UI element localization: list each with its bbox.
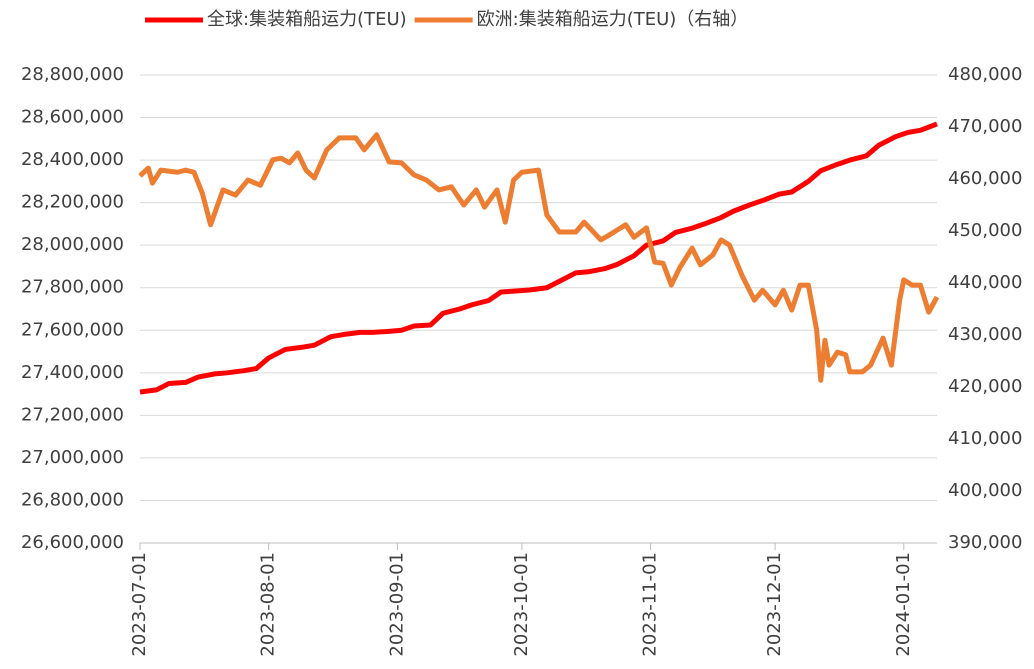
y-tick-label: 27,800,000 — [21, 277, 124, 298]
y2-tick-label: 440,000 — [948, 272, 1022, 293]
x-tick-label: 2023-12-01 — [764, 552, 785, 657]
x-tick-label: 2023-09-01 — [386, 552, 407, 657]
y-tick-label: 28,000,000 — [21, 234, 124, 255]
y-tick-label: 26,600,000 — [21, 532, 124, 553]
y-tick-label: 27,200,000 — [21, 404, 124, 425]
y2-tick-label: 460,000 — [948, 168, 1022, 189]
y-tick-label: 28,200,000 — [21, 192, 124, 213]
y2-tick-label: 410,000 — [948, 428, 1022, 449]
x-tick-label: 2023-07-01 — [129, 552, 150, 657]
series-line — [138, 132, 940, 383]
y-tick-label: 28,600,000 — [21, 107, 124, 128]
x-tick-label: 2023-10-01 — [511, 552, 532, 657]
y-tick-label: 28,800,000 — [21, 64, 124, 85]
x-tick-label: 2023-08-01 — [258, 552, 279, 657]
series-line — [139, 121, 938, 395]
y2-tick-label: 400,000 — [948, 480, 1022, 501]
y2-tick-label: 480,000 — [948, 64, 1022, 85]
y-tick-label: 27,400,000 — [21, 362, 124, 383]
y-tick-label: 27,000,000 — [21, 447, 124, 468]
y2-tick-label: 390,000 — [948, 532, 1022, 553]
legend-label: 欧洲:集装箱船运力(TEU)（右轴） — [477, 9, 749, 30]
legend-label: 全球:集装箱船运力(TEU) — [207, 9, 407, 30]
y-tick-label: 27,600,000 — [21, 319, 124, 340]
y2-tick-label: 430,000 — [948, 324, 1022, 345]
y2-tick-label: 450,000 — [948, 220, 1022, 241]
y-tick-label: 28,400,000 — [21, 149, 124, 170]
x-tick-label: 2023-11-01 — [640, 552, 661, 657]
x-tick-label: 2024-01-01 — [893, 552, 914, 657]
y2-tick-label: 420,000 — [948, 376, 1022, 397]
y-tick-label: 26,800,000 — [21, 489, 124, 510]
y2-tick-label: 470,000 — [948, 116, 1022, 137]
